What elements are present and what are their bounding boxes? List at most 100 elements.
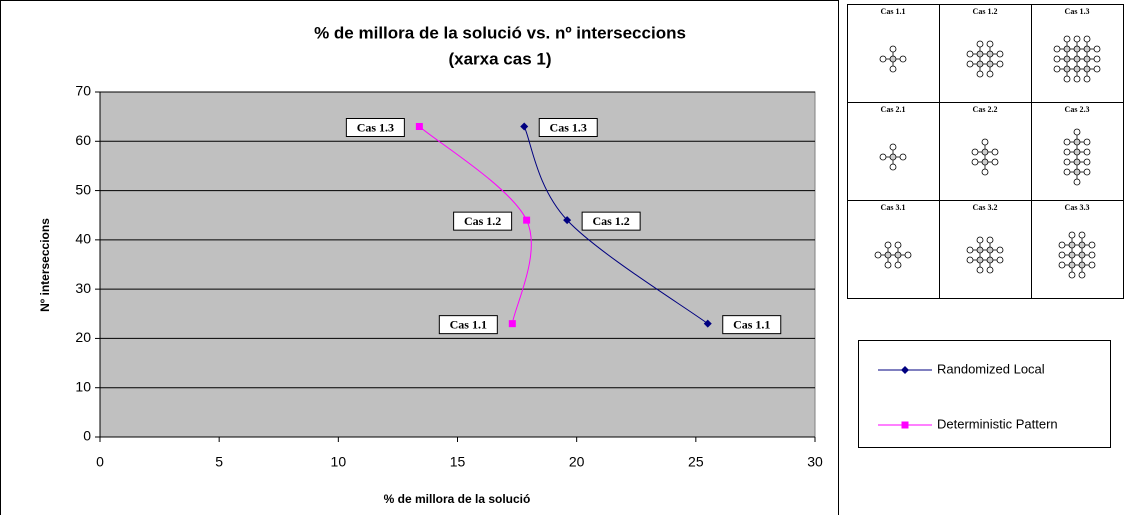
node — [991, 158, 999, 166]
node — [1083, 75, 1091, 83]
y-tick-label: 60 — [75, 132, 91, 148]
node — [976, 266, 984, 274]
node — [899, 153, 907, 161]
x-tick-label: 30 — [807, 454, 823, 470]
node — [986, 256, 994, 264]
thumb-graph — [1053, 35, 1101, 83]
marker — [563, 216, 572, 225]
node — [884, 251, 892, 259]
node — [1083, 55, 1091, 63]
node — [1058, 241, 1066, 249]
thumb-graph — [966, 40, 1004, 78]
data-label-box — [453, 211, 513, 231]
node — [1068, 261, 1076, 269]
node — [889, 143, 897, 151]
node — [1083, 65, 1091, 73]
node — [879, 55, 887, 63]
data-label: Cas 1.3 — [357, 120, 394, 134]
node — [986, 60, 994, 68]
node — [884, 241, 892, 249]
y-tick-label: 50 — [75, 181, 91, 197]
node — [904, 251, 912, 259]
marker — [520, 122, 529, 131]
node — [894, 251, 902, 259]
node — [889, 55, 897, 63]
data-label: Cas 1.2 — [592, 214, 629, 228]
node — [889, 45, 897, 53]
node — [1073, 128, 1081, 136]
node — [971, 148, 979, 156]
node — [1093, 55, 1101, 63]
node — [966, 246, 974, 254]
node — [1058, 251, 1066, 259]
chart-subtitle: (xarxa cas 1) — [448, 49, 551, 68]
node — [889, 153, 897, 161]
marker — [901, 366, 909, 374]
y-tick-label: 0 — [83, 428, 91, 444]
data-label-box — [581, 211, 641, 231]
node — [1053, 55, 1061, 63]
node — [991, 148, 999, 156]
node — [986, 246, 994, 254]
node — [976, 236, 984, 244]
thumb-label: Cas 1.1 — [881, 7, 906, 16]
node — [966, 60, 974, 68]
node — [1063, 148, 1071, 156]
node — [1078, 251, 1086, 259]
legend-label: Randomized Local — [937, 361, 1045, 376]
node — [986, 266, 994, 274]
node — [1088, 241, 1096, 249]
node — [996, 60, 1004, 68]
node — [986, 70, 994, 78]
node — [1083, 138, 1091, 146]
node — [986, 40, 994, 48]
node — [1073, 178, 1081, 186]
marker — [703, 319, 712, 328]
node — [899, 55, 907, 63]
thumb-graph — [874, 241, 912, 269]
node — [889, 65, 897, 73]
node — [1063, 45, 1071, 53]
node — [966, 50, 974, 58]
legend-label: Deterministic Pattern — [937, 416, 1058, 431]
node — [874, 251, 882, 259]
thumb-label: Cas 3.2 — [973, 203, 998, 212]
node — [981, 168, 989, 176]
y-tick-label: 70 — [75, 83, 91, 99]
y-axis-title: Nº interseccions — [38, 218, 52, 312]
node — [894, 241, 902, 249]
node — [1053, 45, 1061, 53]
node — [1068, 251, 1076, 259]
node — [1073, 35, 1081, 43]
node — [1073, 168, 1081, 176]
node — [1083, 35, 1091, 43]
thumb-label: Cas 2.3 — [1065, 105, 1090, 114]
node — [1078, 241, 1086, 249]
x-tick-label: 15 — [450, 454, 466, 470]
node — [966, 256, 974, 264]
thumb-graph — [966, 236, 1004, 274]
y-tick-label: 40 — [75, 231, 91, 247]
node — [1083, 158, 1091, 166]
plot-area — [99, 91, 816, 438]
data-label-box — [538, 118, 598, 137]
node — [1063, 55, 1071, 63]
marker — [901, 421, 909, 429]
node — [1093, 65, 1101, 73]
data-label: Cas 1.2 — [464, 214, 501, 228]
marker — [508, 320, 516, 328]
data-label-box — [345, 118, 405, 137]
node — [976, 70, 984, 78]
x-tick-label: 20 — [569, 454, 585, 470]
node — [981, 138, 989, 146]
thumb-label: Cas 3.3 — [1065, 203, 1090, 212]
node — [1063, 158, 1071, 166]
node — [1083, 45, 1091, 53]
y-tick-label: 30 — [75, 280, 91, 296]
y-tick-label: 10 — [75, 378, 91, 394]
node — [1073, 65, 1081, 73]
data-label-box — [438, 315, 498, 335]
thumb-label: Cas 3.1 — [881, 203, 906, 212]
node — [986, 236, 994, 244]
node — [1088, 261, 1096, 269]
